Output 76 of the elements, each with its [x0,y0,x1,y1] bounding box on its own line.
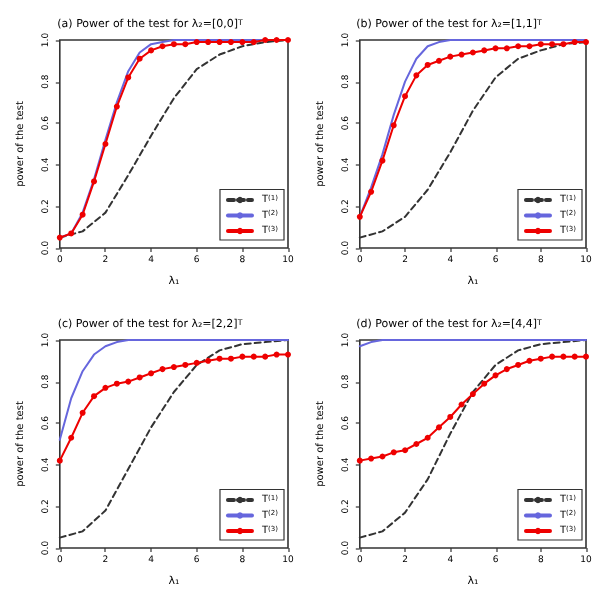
point [424,434,431,441]
point [549,41,556,48]
point [159,43,166,50]
point [56,457,63,464]
point [549,353,556,360]
point [136,55,143,62]
point [68,230,75,237]
point [379,157,386,164]
point [182,361,189,368]
point [503,366,510,373]
point [216,355,223,362]
point [79,211,86,218]
line-series [56,351,291,464]
point [102,141,109,147]
point [113,380,120,387]
point [537,41,544,48]
point [68,434,75,441]
point [136,374,143,381]
point [159,366,166,373]
point [193,359,200,366]
point [368,455,375,462]
point [435,57,442,64]
point [571,39,578,46]
point [193,39,200,46]
point [515,361,522,368]
point [424,61,431,68]
point [170,41,177,48]
point [239,353,246,360]
point [537,355,544,362]
point [481,47,488,54]
point [262,353,269,360]
point [447,53,454,60]
line-series [58,339,289,441]
point [205,357,212,364]
point [148,370,155,377]
point [182,41,189,48]
point [273,351,280,358]
point [583,353,589,360]
point [458,401,465,408]
point [435,424,442,431]
point [402,447,409,454]
point [413,441,420,447]
point [368,188,375,195]
point [102,384,109,391]
point [148,47,155,54]
point [413,72,420,79]
point [227,355,234,362]
point [469,49,476,56]
point [125,74,132,81]
point [91,178,98,185]
point [571,353,578,360]
point [560,353,567,360]
point [390,449,397,456]
point [356,457,363,464]
point [356,213,363,220]
point [458,51,465,58]
point [447,413,454,420]
point [91,393,98,400]
point [113,103,120,110]
point [125,378,132,385]
point [216,39,223,46]
point [285,351,291,358]
point [515,43,522,50]
point [402,93,409,100]
point [390,122,397,129]
point [250,353,257,360]
point [469,391,476,398]
point [273,37,280,43]
point [526,43,533,50]
point [560,41,567,48]
point [503,45,510,52]
point [481,380,488,387]
point [526,357,533,364]
point [379,453,386,460]
point [79,409,86,416]
point [56,234,63,241]
